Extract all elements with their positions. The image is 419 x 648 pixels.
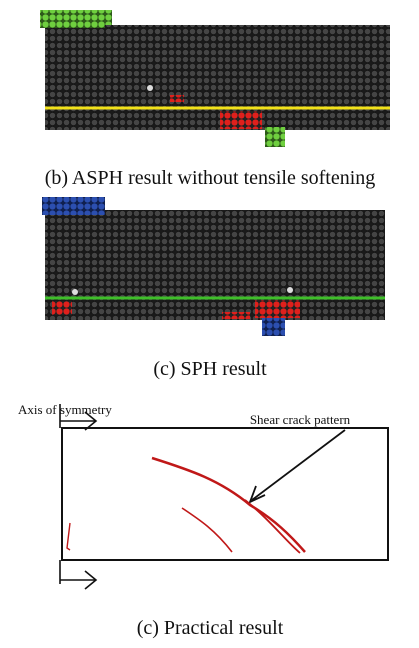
annotation: Axis of symmetry	[18, 402, 112, 417]
asph-panel	[40, 10, 390, 147]
practical-panel: Axis of symmetry Shear crack pattern	[18, 402, 388, 589]
caption: (b) ASPH result without tensile softenin…	[45, 167, 376, 189]
figure: (b) ASPH result without tensile softenin…	[0, 0, 419, 648]
annotation: Shear crack pattern	[250, 412, 351, 427]
caption: (c) Practical result	[137, 617, 284, 639]
caption: (c) SPH result	[153, 358, 267, 380]
sph-panel	[42, 197, 385, 336]
